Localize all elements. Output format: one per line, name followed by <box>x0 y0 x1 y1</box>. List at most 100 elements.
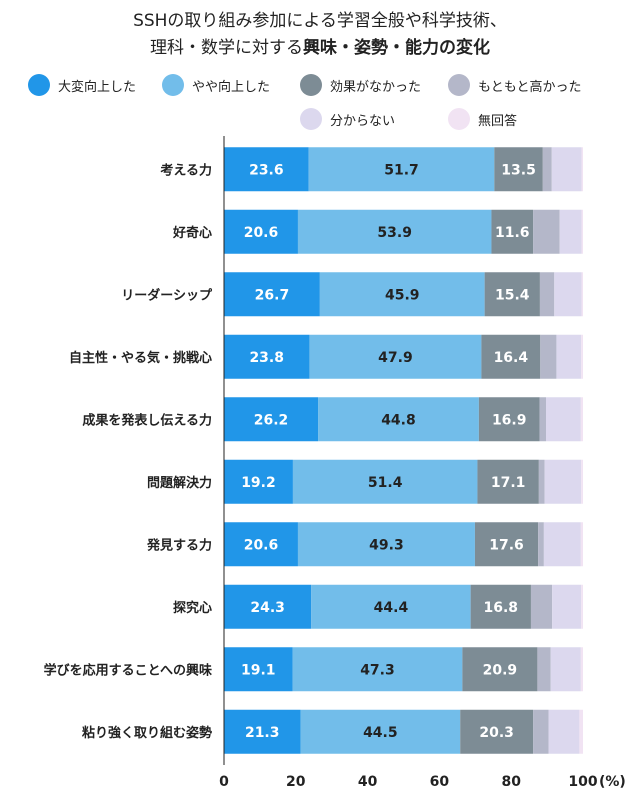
bar-segment <box>551 147 582 192</box>
bar-segment <box>300 709 461 754</box>
bar-segment <box>539 397 547 442</box>
bar-segment <box>579 709 583 754</box>
legend-label-1: 大変向上した <box>58 79 137 95</box>
bar-segment <box>537 647 551 692</box>
legend-label-2: やや向上した <box>192 79 271 95</box>
data-label: 26.2 <box>254 412 289 428</box>
bar-segment <box>224 459 293 504</box>
category-label: 探究心 <box>173 600 212 616</box>
legend-item-4: もともと高かった <box>448 74 581 96</box>
bar-segment <box>580 522 583 567</box>
bar-segment <box>559 209 582 254</box>
data-label: 16.8 <box>484 600 519 616</box>
bar-segment <box>548 709 580 754</box>
category-label: 成果を発表し伝える力 <box>82 412 212 428</box>
x-tick-label: 60 <box>430 774 450 790</box>
bar-segment <box>311 584 471 629</box>
data-label: 21.3 <box>245 725 280 741</box>
chart-title-line2: 理科・数学に対する興味・姿勢・能力の変化 <box>0 36 640 60</box>
legend-item-6: 無回答 <box>448 108 517 130</box>
data-label: 20.9 <box>483 662 518 678</box>
legend-swatch-6 <box>448 108 470 130</box>
legend-swatch-3 <box>300 74 322 96</box>
bar-segment <box>308 147 495 192</box>
data-label: 17.1 <box>491 475 526 491</box>
bar-segment <box>542 147 552 192</box>
bar-segment <box>533 209 560 254</box>
legend-swatch-4 <box>448 74 470 96</box>
data-label: 26.7 <box>255 287 290 303</box>
data-label: 19.1 <box>241 662 276 678</box>
bar-segment <box>552 584 582 629</box>
data-label: 15.4 <box>495 287 530 303</box>
x-axis-unit: (%) <box>599 774 626 790</box>
data-label: 17.6 <box>489 537 524 553</box>
bar-segment <box>318 397 479 442</box>
bar-segment <box>224 209 298 254</box>
bar-segment <box>580 647 583 692</box>
bar-segment <box>538 522 544 567</box>
bar-segment <box>484 272 540 317</box>
x-tick-label: 20 <box>286 774 306 790</box>
category-label: 粘り強く取り組む姿勢 <box>81 725 212 741</box>
data-label: 20.3 <box>479 725 514 741</box>
bar-segment <box>554 272 582 317</box>
bar-segment <box>543 522 581 567</box>
bar-segment <box>556 334 582 379</box>
bar-segment <box>474 522 539 567</box>
bar-segment <box>540 334 557 379</box>
bar-segment <box>581 584 583 629</box>
data-label: 47.3 <box>360 662 395 678</box>
chart-title-line1: SSHの取り組み参加による学習全般や科学技術、 <box>133 11 507 31</box>
chart-title-normal: 理科・数学に対する <box>150 38 303 58</box>
bar-segment <box>224 334 310 379</box>
legend-item-3: 効果がなかった <box>300 74 421 96</box>
category-label: 考える力 <box>160 162 212 178</box>
data-label: 19.2 <box>241 475 276 491</box>
legend-item-2: やや向上した <box>162 74 270 96</box>
data-label: 51.7 <box>384 162 419 178</box>
data-label: 47.9 <box>378 350 413 366</box>
chart-title-bold: 興味・姿勢・能力の変化 <box>303 38 490 58</box>
legend-swatch-2 <box>162 74 184 96</box>
data-label: 16.4 <box>494 350 529 366</box>
bar-segment <box>224 147 309 192</box>
legend-label-4: もともと高かった <box>478 79 582 95</box>
data-label: 24.3 <box>250 600 285 616</box>
data-label: 44.4 <box>374 600 409 616</box>
bar-segment <box>533 709 549 754</box>
bar-segment <box>530 584 553 629</box>
bar-segment <box>477 459 539 504</box>
bar-segment <box>297 522 475 567</box>
data-label: 51.4 <box>368 475 403 491</box>
bar-segment <box>580 397 583 442</box>
category-label: 好奇心 <box>172 225 212 241</box>
data-label: 16.9 <box>492 412 527 428</box>
legend-swatch-1 <box>28 74 50 96</box>
bar-segment <box>224 522 298 567</box>
bar-segment <box>491 209 534 254</box>
legend-label-3: 効果がなかった <box>330 79 422 95</box>
legend-swatch-5 <box>300 108 322 130</box>
category-label: 学びを応用することへの興味 <box>44 662 212 678</box>
bar-segment <box>494 147 543 192</box>
legend-label-6: 無回答 <box>478 113 518 129</box>
bar-segment <box>292 647 463 692</box>
x-tick-label: 40 <box>358 774 378 790</box>
bar-segment <box>224 647 293 692</box>
data-label: 49.3 <box>369 537 404 553</box>
bar-segment <box>581 459 583 504</box>
bar-segment <box>550 647 581 692</box>
bar-segment <box>478 397 540 442</box>
bar-segment <box>224 584 312 629</box>
bar-segment <box>581 209 583 254</box>
bar-segment <box>581 147 583 192</box>
bar-segment <box>544 459 582 504</box>
bar-segment <box>224 397 319 442</box>
bar-segment <box>581 272 583 317</box>
legend-label-5: 分からない <box>330 113 396 129</box>
bar-segment <box>309 334 482 379</box>
x-tick-label: 0 <box>219 774 229 790</box>
category-label: 発見する力 <box>146 537 212 553</box>
